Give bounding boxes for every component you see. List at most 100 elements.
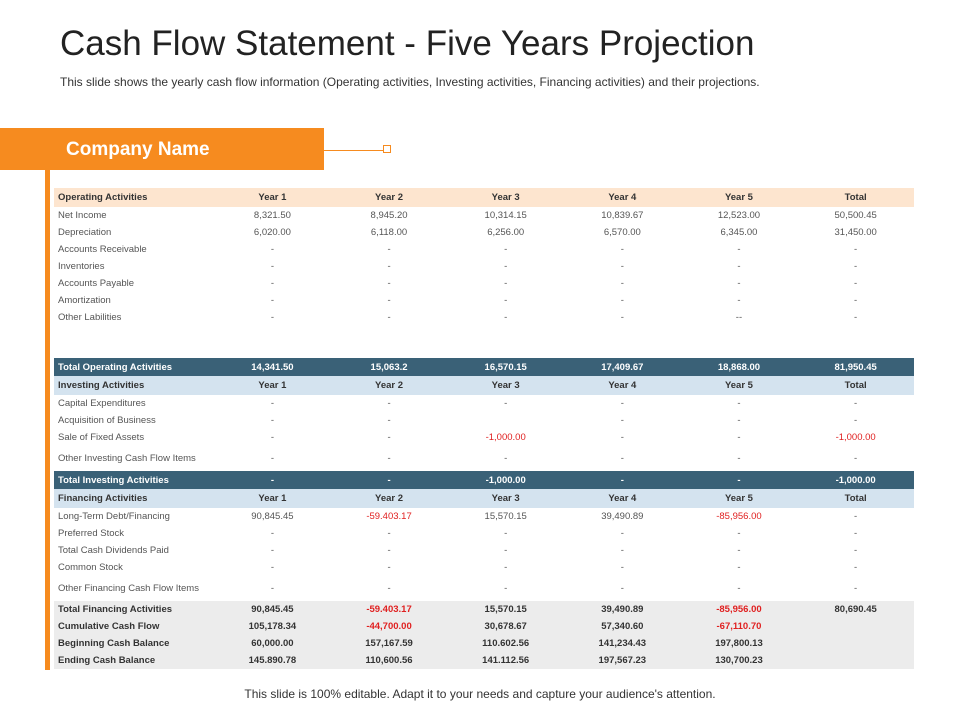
- value-cell: -: [737, 545, 741, 556]
- value-cell: -: [387, 528, 391, 539]
- value-cell: 50,500.45: [834, 210, 877, 221]
- value-cell: -59.403.17: [366, 511, 412, 522]
- empty-cell: [797, 326, 914, 342]
- value-cell: 15,570.15: [447, 601, 564, 618]
- row-label-cell: Capital Expenditures: [58, 398, 146, 409]
- empty-cell: [331, 342, 448, 358]
- accent-side-bar: [45, 170, 50, 670]
- empty-cell: [564, 342, 681, 358]
- value-cell: -: [854, 415, 858, 426]
- value-cell: 17,409.67: [564, 358, 681, 376]
- row-label-cell: Preferred Stock: [58, 528, 124, 539]
- financing-header-row: Financing Activities Year 1 Year 2 Year 3 Ye…: [54, 489, 914, 508]
- value-cell: 141.112.56: [447, 652, 564, 669]
- value-cell: 15,063.2: [330, 358, 448, 376]
- value-cell: 6,345.00: [720, 227, 758, 238]
- value-cell: -: [620, 432, 624, 443]
- value-cell: 6,020.00: [253, 227, 291, 238]
- value-cell: Year 3: [447, 188, 564, 207]
- value-cell: -: [737, 453, 741, 464]
- value-cell: 105,178.34: [214, 618, 331, 635]
- value-cell: -: [387, 295, 391, 306]
- summary-row: Total Financing Activities 90,845.45 -59.4…: [54, 601, 914, 618]
- row-label-cell: Investing Activities: [54, 376, 215, 395]
- cash-flow-table-body: Operating Activities Year 1 Year 2 Year 3 Ye…: [54, 188, 914, 669]
- table-row: Amortization - - - - - -: [54, 292, 914, 309]
- value-cell: Year 4: [564, 188, 681, 207]
- value-cell: -: [854, 511, 858, 522]
- company-name-label: Company Name: [66, 139, 210, 160]
- row-label-cell: Cumulative Cash Flow: [54, 618, 215, 635]
- summary-row: Beginning Cash Balance 60,000.00 157,167.5…: [54, 635, 914, 652]
- value-cell: -: [854, 244, 858, 255]
- value-cell: -: [270, 398, 274, 409]
- table-row: Preferred Stock - - - - - -: [54, 525, 914, 542]
- value-cell: Year 4: [564, 489, 681, 508]
- value-cell: 60,000.00: [214, 635, 331, 652]
- spacer-row: [54, 326, 914, 342]
- value-cell: -: [504, 295, 508, 306]
- value-cell: -85,956.00: [716, 511, 762, 522]
- value-cell: -: [854, 528, 858, 539]
- value-cell: -: [854, 295, 858, 306]
- value-cell: 90,845.45: [251, 511, 294, 522]
- value-cell: 6,118.00: [370, 227, 408, 238]
- value-cell: -: [737, 528, 741, 539]
- value-cell: -: [504, 528, 508, 539]
- value-cell: 18,868.00: [680, 358, 798, 376]
- value-cell: -: [270, 415, 274, 426]
- value-cell: -: [854, 545, 858, 556]
- value-cell: 6,256.00: [487, 227, 525, 238]
- value-cell: -: [387, 415, 391, 426]
- value-cell: [797, 652, 914, 669]
- value-cell: Year 3: [447, 376, 564, 395]
- value-cell: -: [620, 562, 624, 573]
- value-cell: -1,000.00: [485, 432, 526, 443]
- value-cell: -: [504, 398, 508, 409]
- value-cell: -: [737, 261, 741, 272]
- value-cell: -: [270, 261, 274, 272]
- value-cell: -: [680, 471, 798, 489]
- value-cell: -: [620, 453, 624, 464]
- value-cell: -: [504, 545, 508, 556]
- value-cell: -: [737, 562, 741, 573]
- value-cell: 10,314.15: [484, 210, 527, 221]
- table-row: Depreciation 6,020.00 6,118.00 6,256.00 6,57…: [54, 224, 914, 241]
- value-cell: Year 2: [330, 376, 448, 395]
- value-cell: -85,956.00: [680, 601, 798, 618]
- value-cell: Year 1: [214, 188, 331, 207]
- table-row: Other Labilities - - - - -- -: [54, 309, 914, 326]
- value-cell: Year 5: [680, 188, 798, 207]
- empty-cell: [447, 342, 564, 358]
- row-label-cell: Total Cash Dividends Paid: [58, 545, 169, 556]
- row-label-cell: Inventories: [58, 261, 105, 272]
- row-label-cell: Acquisition of Business: [58, 415, 156, 426]
- table-row: Acquisition of Business - - - - -: [54, 412, 914, 429]
- value-cell: 12,523.00: [717, 210, 761, 221]
- value-cell: -: [854, 312, 858, 323]
- row-label-cell: Other Investing Cash Flow Items: [58, 453, 196, 464]
- value-cell: -: [737, 415, 741, 426]
- value-cell: 31,450.00: [834, 227, 877, 238]
- row-label-cell: Accounts Receivable: [58, 244, 147, 255]
- footer-note: This slide is 100% editable. Adapt it to…: [244, 687, 716, 701]
- value-cell: 10,839.67: [601, 210, 644, 221]
- table-row: Other Investing Cash Flow Items - - - - - -: [54, 446, 914, 471]
- value-cell: 30,678.67: [447, 618, 564, 635]
- empty-cell: [214, 326, 331, 342]
- row-label-cell: Total Operating Activities: [54, 358, 215, 376]
- value-cell: -: [737, 583, 741, 594]
- value-cell: -59.403.17: [330, 601, 448, 618]
- value-cell: 141,234.43: [564, 635, 681, 652]
- value-cell: -: [504, 312, 508, 323]
- value-cell: -: [737, 278, 741, 289]
- value-cell: -: [854, 583, 858, 594]
- value-cell: -: [737, 295, 741, 306]
- table-row: Total Cash Dividends Paid - - - - - -: [54, 542, 914, 559]
- value-cell: -: [620, 398, 624, 409]
- value-cell: -: [387, 244, 391, 255]
- value-cell: -1,000.00: [797, 471, 914, 489]
- row-label-cell: Amortization: [58, 295, 111, 306]
- banner-connector-line: [324, 150, 383, 151]
- value-cell: -: [387, 453, 391, 464]
